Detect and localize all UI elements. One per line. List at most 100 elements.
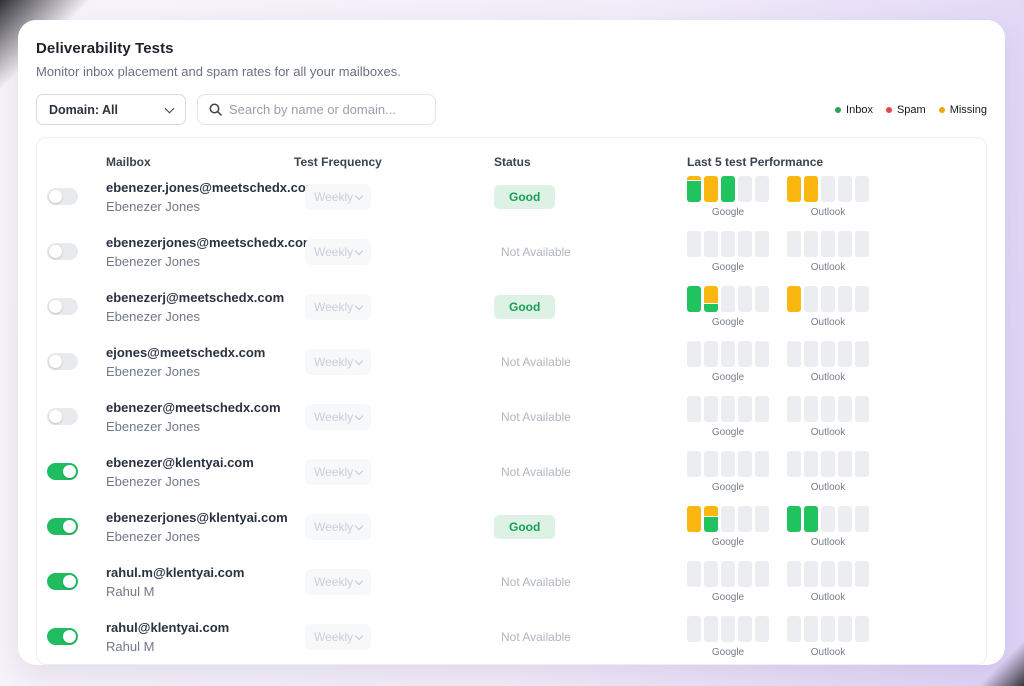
mailbox-enabled-toggle[interactable] xyxy=(47,353,78,370)
column-header-frequency: Test Frequency xyxy=(294,155,382,169)
search-input[interactable] xyxy=(229,102,424,117)
mailbox-enabled-toggle[interactable] xyxy=(47,408,78,425)
toggle-knob-icon xyxy=(63,575,76,588)
mailbox-email: ebenezer@klentyai.com xyxy=(106,454,254,470)
frequency-value: Weekly xyxy=(314,464,354,479)
frequency-value: Weekly xyxy=(314,629,354,644)
mailbox-email: ebenezer@meetschedx.com xyxy=(106,399,281,415)
performance-square xyxy=(755,450,769,477)
performance-square xyxy=(821,285,835,312)
test-frequency-select[interactable]: Weekly xyxy=(305,568,371,595)
status-cell: Not Available xyxy=(494,408,687,426)
google-performance-group: Google xyxy=(687,230,769,273)
status-cell: Not Available xyxy=(494,573,687,591)
legend-item-spam: Spam xyxy=(885,104,926,116)
mailbox-enabled-toggle[interactable] xyxy=(47,518,78,535)
performance-cell: Google Outlook xyxy=(687,560,986,603)
toggle-knob-icon xyxy=(49,410,62,423)
outlook-label: Outlook xyxy=(810,316,846,328)
toggle-knob-icon xyxy=(63,630,76,643)
performance-square xyxy=(821,615,835,642)
outlook-performance-group: Outlook xyxy=(787,285,869,328)
performance-square xyxy=(687,560,701,587)
performance-square xyxy=(687,340,701,367)
performance-square xyxy=(704,395,718,422)
mailbox-enabled-toggle[interactable] xyxy=(47,628,78,645)
google-label: Google xyxy=(711,591,745,603)
chevron-down-icon xyxy=(354,411,364,420)
google-label: Google xyxy=(711,206,745,218)
search-icon xyxy=(209,103,222,116)
performance-square xyxy=(821,450,835,477)
performance-square xyxy=(755,230,769,257)
performance-square xyxy=(721,340,735,367)
outlook-label: Outlook xyxy=(810,261,846,273)
column-header-performance: Last 5 test Performance xyxy=(687,155,824,169)
mailbox-email: ebenezer.jones@meetschedx.com xyxy=(106,179,318,195)
chevron-down-icon xyxy=(354,576,364,585)
test-frequency-select[interactable]: Weekly xyxy=(305,293,371,320)
column-header-mailbox: Mailbox xyxy=(106,155,151,169)
performance-square xyxy=(804,450,818,477)
mailbox-email: rahul.m@klentyai.com xyxy=(106,564,245,580)
performance-square xyxy=(838,505,852,532)
table-row: ebenezerjones@klentyai.com Ebenezer Jone… xyxy=(37,499,986,554)
performance-square xyxy=(687,285,701,312)
performance-square xyxy=(804,230,818,257)
performance-square xyxy=(755,560,769,587)
test-frequency-select[interactable]: Weekly xyxy=(305,623,371,650)
outlook-label: Outlook xyxy=(810,371,846,383)
missing-dot-icon xyxy=(938,106,945,113)
status-not-available: Not Available xyxy=(501,354,571,369)
test-frequency-select[interactable]: Weekly xyxy=(305,183,371,210)
toggle-knob-icon xyxy=(49,355,62,368)
status-cell: Not Available xyxy=(494,243,687,261)
performance-square xyxy=(738,560,752,587)
outlook-performance-group: Outlook xyxy=(787,560,869,603)
performance-square xyxy=(738,615,752,642)
test-frequency-select[interactable]: Weekly xyxy=(305,403,371,430)
test-frequency-select[interactable]: Weekly xyxy=(305,238,371,265)
domain-filter-dropdown[interactable]: Domain: All xyxy=(36,94,186,125)
outlook-performance-group: Outlook xyxy=(787,450,869,493)
performance-square xyxy=(721,395,735,422)
performance-square xyxy=(787,395,801,422)
frequency-value: Weekly xyxy=(314,189,354,204)
test-frequency-select[interactable]: Weekly xyxy=(305,458,371,485)
mailbox-enabled-toggle[interactable] xyxy=(47,188,78,205)
outlook-label: Outlook xyxy=(810,426,846,438)
performance-square xyxy=(787,615,801,642)
table-row: ebenezer@meetschedx.com Ebenezer Jones W… xyxy=(37,389,986,444)
performance-square xyxy=(838,560,852,587)
search-box[interactable] xyxy=(197,94,436,125)
performance-square xyxy=(804,615,818,642)
performance-square xyxy=(855,560,869,587)
toggle-knob-icon xyxy=(49,190,62,203)
test-frequency-select[interactable]: Weekly xyxy=(305,513,371,540)
performance-square xyxy=(838,175,852,202)
chevron-down-icon xyxy=(354,521,364,530)
mailbox-enabled-toggle[interactable] xyxy=(47,573,78,590)
mailbox-enabled-toggle[interactable] xyxy=(47,298,78,315)
performance-square xyxy=(855,505,869,532)
performance-square xyxy=(755,395,769,422)
chevron-down-icon xyxy=(354,191,364,200)
page-title: Deliverability Tests xyxy=(36,40,174,57)
performance-square xyxy=(855,175,869,202)
test-frequency-select[interactable]: Weekly xyxy=(305,348,371,375)
mailbox-enabled-toggle[interactable] xyxy=(47,243,78,260)
inbox-dot-icon xyxy=(835,106,842,113)
google-performance-group: Google xyxy=(687,450,769,493)
google-performance-group: Google xyxy=(687,395,769,438)
google-performance-group: Google xyxy=(687,505,769,548)
performance-square xyxy=(755,285,769,312)
performance-square xyxy=(755,615,769,642)
performance-square xyxy=(738,505,752,532)
performance-square xyxy=(821,340,835,367)
table-row: ejones@meetschedx.com Ebenezer Jones Wee… xyxy=(37,334,986,389)
performance-square xyxy=(704,230,718,257)
mailbox-enabled-toggle[interactable] xyxy=(47,463,78,480)
performance-square xyxy=(738,285,752,312)
performance-square xyxy=(721,560,735,587)
performance-square xyxy=(787,505,801,532)
